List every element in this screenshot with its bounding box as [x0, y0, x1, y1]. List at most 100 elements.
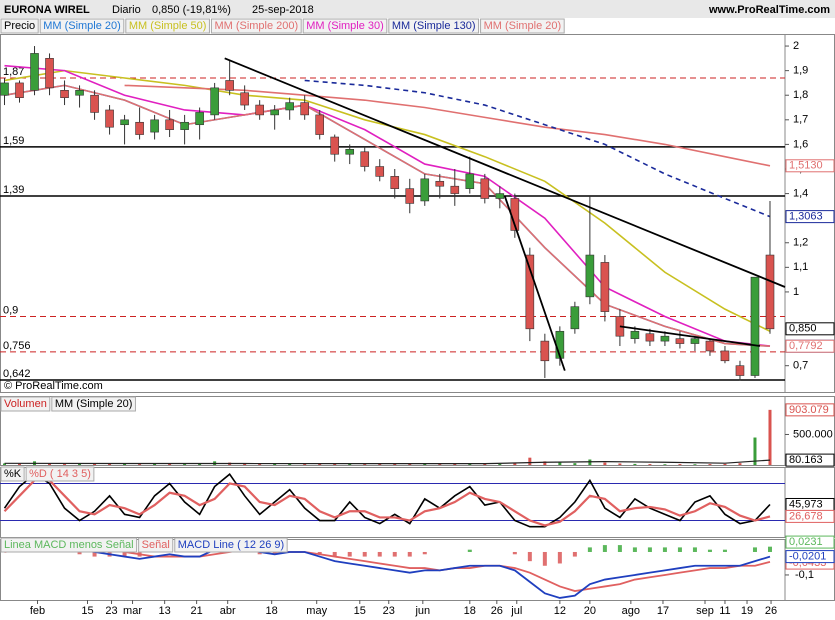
y-tick-label: 1,1 — [793, 261, 808, 273]
volume-bar — [63, 464, 67, 465]
legend-label: Volumen — [4, 398, 47, 410]
oscillator-label: 26,678 — [789, 510, 823, 522]
macd-histogram-bar — [317, 551, 322, 555]
legend-box — [210, 18, 302, 34]
level-label: 0,9 — [3, 304, 18, 316]
candle-body — [30, 53, 39, 91]
macd-histogram-bar — [392, 551, 397, 557]
legend-label: MM (Simple 50) — [129, 20, 207, 32]
x-tick-label: 18 — [266, 605, 278, 617]
macd-line — [4, 541, 771, 599]
ma-last-label-box — [785, 339, 835, 353]
macd-histogram-bar — [617, 545, 622, 552]
x-tick-label: 21 — [191, 605, 203, 617]
trend-line — [619, 325, 761, 347]
volume-bar — [708, 464, 712, 465]
candle-body — [690, 338, 700, 344]
candle-body — [315, 114, 325, 135]
macd-histogram-bar — [707, 549, 712, 552]
legend-label: %K — [4, 468, 22, 480]
x-tick-label: sep — [696, 605, 714, 617]
volume-bar — [153, 463, 157, 465]
legend-label: MM (Simple 30) — [306, 20, 384, 32]
last-price: 0,850 (-19,81%) — [152, 4, 231, 16]
macd-histogram-bar — [692, 547, 697, 552]
macd-histogram-bar — [572, 551, 577, 557]
candle-body — [585, 254, 595, 298]
oscillator-label-box — [785, 509, 835, 523]
volume-bar — [573, 463, 577, 465]
macd-histogram-bar — [347, 551, 352, 557]
macd-histogram-bar — [722, 549, 727, 552]
volume-bar — [363, 464, 367, 465]
macd-label: -0,0201 — [789, 551, 826, 563]
volume-bar — [78, 463, 82, 465]
level-label: 1,59 — [3, 135, 24, 147]
volume-bar — [543, 461, 547, 465]
volume-bar — [243, 463, 247, 465]
macd-histogram-bar — [602, 545, 607, 552]
legend-box — [0, 18, 39, 34]
macd-histogram-bar — [557, 551, 562, 564]
ma-last-label: 1,5130 — [789, 160, 823, 172]
legend-label: MM (Simple 20) — [484, 20, 562, 32]
macd-histogram-bar — [647, 547, 652, 552]
x-tick-label: jul — [510, 605, 522, 617]
volume-bar — [123, 463, 127, 465]
x-tick-label: 12 — [554, 605, 566, 617]
candle-body — [270, 109, 279, 116]
volume-bar — [768, 409, 772, 465]
legend-label: %D ( 14 3 5) — [29, 468, 91, 480]
legend-box — [25, 466, 95, 482]
volume-average — [4, 459, 771, 465]
candle-body — [765, 254, 775, 330]
volume-bar — [528, 457, 532, 465]
macd-histogram-bar — [377, 551, 382, 557]
volume-bar — [258, 464, 262, 465]
volume-bar — [723, 463, 727, 465]
candle-body — [195, 112, 204, 126]
trend-line — [224, 57, 786, 288]
volume-bar — [483, 463, 487, 465]
legend-box — [174, 537, 288, 553]
y-tick-label: 1,6 — [793, 138, 808, 150]
candle-body — [675, 338, 685, 344]
macd-histogram-bar — [542, 551, 547, 566]
header-bar — [0, 0, 835, 18]
volume-bar — [438, 464, 442, 465]
macd-histogram-bar — [122, 551, 127, 557]
level-label: 1,87 — [3, 66, 24, 78]
y-tick-label: 1,9 — [793, 65, 808, 77]
macd-histogram-bar — [332, 551, 337, 557]
candle-body — [525, 254, 535, 330]
candle-body — [405, 188, 415, 204]
candle-body — [150, 119, 159, 133]
candle-body — [45, 58, 54, 89]
period: Diario — [112, 4, 141, 16]
x-tick-label: jun — [414, 605, 430, 617]
candle-body — [165, 119, 174, 130]
x-tick-label: 15 — [81, 605, 93, 617]
volume-bar — [663, 464, 667, 465]
legend-box — [51, 396, 136, 412]
y-tick-label: 500.000 — [793, 428, 833, 440]
candle-body — [345, 149, 355, 155]
candle-body — [465, 173, 475, 189]
macd-histogram-bar — [662, 547, 667, 552]
candle-body — [720, 350, 730, 362]
moving-average — [304, 79, 771, 218]
volume-bar — [453, 463, 457, 465]
macd-histogram-bar — [512, 551, 517, 555]
level-label: 1,39 — [3, 184, 24, 196]
y-tick-label: 1 — [793, 286, 799, 298]
candle-body — [105, 109, 114, 128]
candle-body — [360, 151, 370, 167]
macd-label-box — [785, 550, 835, 564]
x-tick-label: 17 — [657, 605, 669, 617]
legend-box — [125, 18, 210, 34]
legend-label: Precio — [4, 20, 35, 32]
candle-body — [750, 276, 760, 376]
volume-bar — [513, 462, 517, 465]
